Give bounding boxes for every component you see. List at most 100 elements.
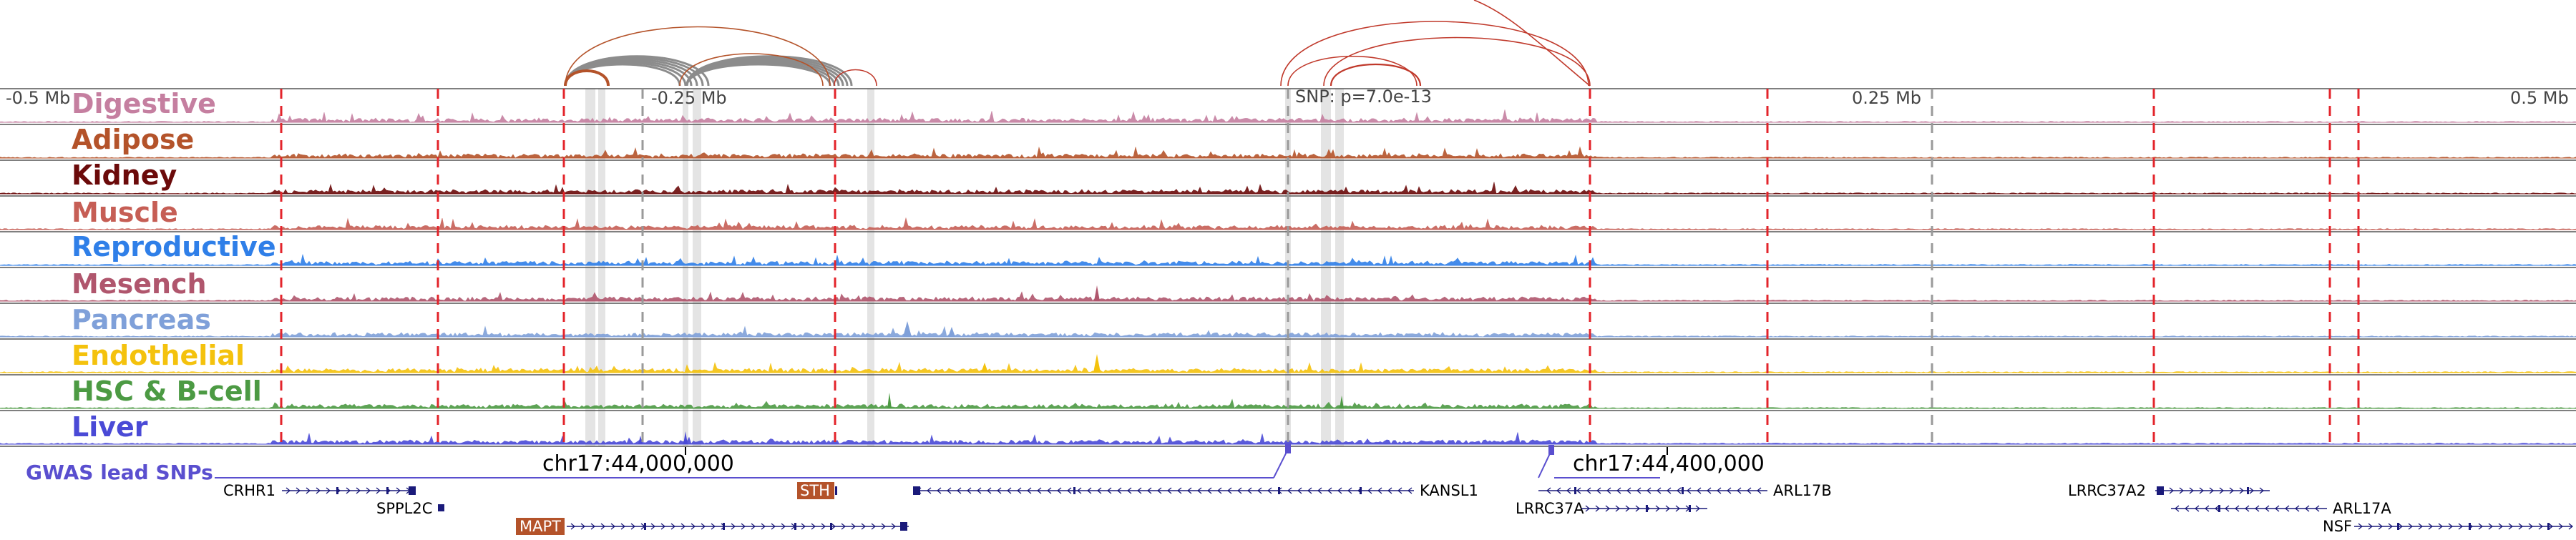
gene-label-arl17a[interactable]: ARL17A bbox=[2333, 500, 2391, 517]
strand-arrow bbox=[1615, 505, 1621, 512]
exon bbox=[2469, 523, 2471, 530]
exon-large bbox=[2157, 486, 2164, 495]
strand-arrow bbox=[841, 523, 847, 530]
strand-arrow bbox=[2169, 487, 2175, 494]
strand-arrow bbox=[1347, 487, 1352, 494]
exon bbox=[1073, 487, 1075, 494]
strand-arrow bbox=[1056, 487, 1062, 494]
strand-arrow bbox=[1726, 487, 1732, 494]
strand-arrow bbox=[1106, 487, 1112, 494]
strand-arrow bbox=[751, 523, 756, 530]
gene-lrrc37a[interactable] bbox=[1581, 505, 1707, 512]
loop-orange-wide bbox=[565, 26, 831, 87]
exon bbox=[794, 523, 796, 530]
strand-arrow bbox=[861, 523, 867, 530]
signal-peak bbox=[683, 431, 688, 444]
strand-arrow bbox=[2358, 523, 2363, 530]
strand-arrow bbox=[1626, 487, 1631, 494]
strand-arrow bbox=[2368, 523, 2373, 530]
signal-peak bbox=[1093, 354, 1101, 373]
gene-label-lrrc37a[interactable]: LRRC37A bbox=[1516, 500, 1584, 517]
gene-sppl2c[interactable] bbox=[438, 504, 444, 511]
gene-label-mapt[interactable]: MAPT bbox=[519, 518, 561, 535]
strand-arrow bbox=[1556, 487, 1561, 494]
gene-label-crhr1[interactable]: CRHR1 bbox=[223, 482, 275, 499]
gene-label-arl17b[interactable]: ARL17B bbox=[1773, 482, 1832, 499]
gene-track: CRHR1 SPPL2C MAPT STH KANSL1 LRRC37A ARL… bbox=[223, 482, 2574, 535]
strand-arrow bbox=[2314, 505, 2320, 512]
strand-arrow bbox=[986, 487, 992, 494]
exon bbox=[723, 523, 725, 530]
coord-label-right: chr17:44,400,000 bbox=[1573, 451, 1765, 476]
strand-arrow bbox=[2274, 505, 2280, 512]
track-label-reproductive: Reproductive bbox=[72, 231, 276, 262]
strand-arrow bbox=[711, 523, 716, 530]
gene-lrrc37a2[interactable] bbox=[2155, 486, 2270, 495]
strand-arrow bbox=[2294, 505, 2300, 512]
strand-arrow bbox=[2204, 505, 2210, 512]
gene-mapt[interactable] bbox=[567, 522, 909, 531]
strand-arrow bbox=[2448, 523, 2454, 530]
strand-arrow bbox=[2398, 523, 2404, 530]
strand-arrow bbox=[2179, 487, 2185, 494]
strand-arrow bbox=[376, 487, 381, 494]
strand-arrow bbox=[701, 523, 706, 530]
exon bbox=[1646, 505, 1648, 512]
strand-arrow bbox=[590, 523, 596, 530]
strand-arrow bbox=[2408, 523, 2414, 530]
track-label-muscle: Muscle bbox=[72, 197, 178, 228]
gene-kansl1[interactable] bbox=[913, 486, 1414, 495]
gene-arl17a[interactable] bbox=[2171, 505, 2327, 512]
strand-arrow bbox=[2189, 487, 2195, 494]
strand-arrow bbox=[1576, 487, 1581, 494]
strand-arrow bbox=[851, 523, 857, 530]
strand-arrow bbox=[1297, 487, 1302, 494]
gene-label-sth[interactable]: STH bbox=[800, 482, 830, 499]
loop-red-3 bbox=[1287, 55, 1418, 87]
strand-arrow bbox=[1407, 487, 1413, 494]
strand-arrow bbox=[1317, 487, 1322, 494]
gene-crhr1[interactable] bbox=[282, 486, 416, 495]
gene-label-nsf[interactable]: NSF bbox=[2323, 518, 2352, 535]
gene-arl17b[interactable] bbox=[1543, 487, 1767, 494]
gene-label-sppl2c[interactable]: SPPL2C bbox=[376, 500, 432, 517]
strand-arrow bbox=[811, 523, 816, 530]
strand-arrow bbox=[610, 523, 616, 530]
strand-arrow bbox=[1156, 487, 1162, 494]
strand-arrow bbox=[286, 487, 291, 494]
strand-arrow bbox=[1746, 487, 1752, 494]
strand-arrow bbox=[771, 523, 776, 530]
gene-nsf[interactable] bbox=[2354, 523, 2574, 530]
strand-arrow bbox=[1586, 487, 1591, 494]
gene-label-kansl1[interactable]: KANSL1 bbox=[1420, 482, 1478, 499]
strand-arrow bbox=[1267, 487, 1272, 494]
loop-red-1 bbox=[1280, 21, 1589, 87]
gene-label-lrrc37a2[interactable]: LRRC37A2 bbox=[2068, 482, 2146, 499]
strand-arrow bbox=[2538, 523, 2544, 530]
strand-arrow bbox=[1246, 487, 1252, 494]
strand-arrow bbox=[1006, 487, 1012, 494]
gwas-snp-marker-2[interactable] bbox=[1548, 445, 1554, 455]
strand-arrow bbox=[2229, 487, 2235, 494]
strand-arrow bbox=[396, 487, 401, 494]
strand-arrow bbox=[2254, 505, 2260, 512]
track-label-liver: Liver bbox=[72, 411, 148, 443]
strand-arrow bbox=[946, 487, 952, 494]
strand-arrow bbox=[1666, 487, 1672, 494]
strand-arrow bbox=[2304, 505, 2310, 512]
loop-orange-short bbox=[564, 69, 610, 87]
strand-arrow bbox=[926, 487, 932, 494]
strand-arrow bbox=[2488, 523, 2494, 530]
gwas-snp-marker[interactable] bbox=[1285, 443, 1291, 453]
strand-arrow bbox=[2558, 523, 2564, 530]
strand-arrow bbox=[1716, 487, 1722, 494]
gene-sth[interactable] bbox=[835, 486, 837, 495]
strand-arrow bbox=[2508, 523, 2514, 530]
strand-arrow bbox=[1216, 487, 1222, 494]
loop-orange-mid bbox=[679, 53, 824, 87]
strand-arrow bbox=[670, 523, 676, 530]
signal-peak bbox=[948, 327, 955, 337]
strand-arrow bbox=[1166, 487, 1172, 494]
strand-arrow bbox=[1397, 487, 1402, 494]
